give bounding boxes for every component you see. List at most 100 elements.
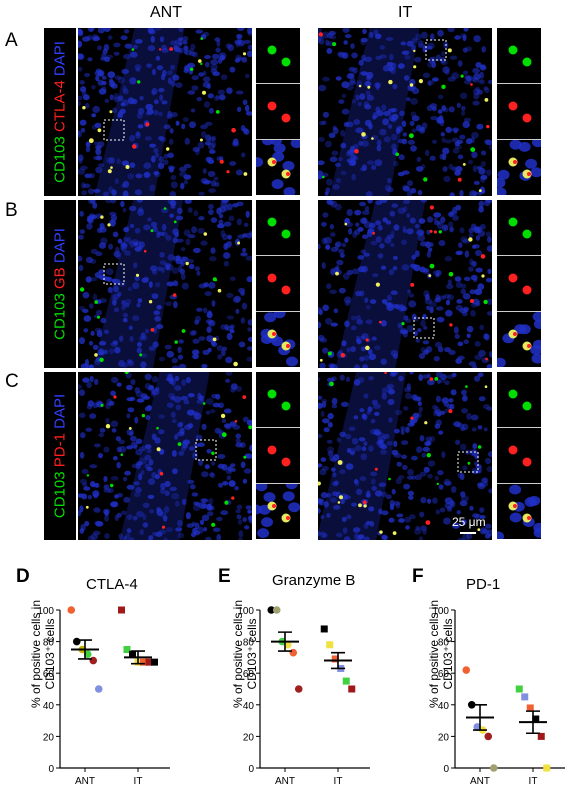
data-point-ant bbox=[83, 650, 92, 659]
x-tick-label-ant: ANT bbox=[275, 776, 295, 787]
marker-dapi: DAPI bbox=[51, 228, 69, 264]
zoom-region-box bbox=[195, 439, 217, 461]
chart-title-granzyme-b: Granzyme B bbox=[272, 572, 356, 589]
micrograph-ant-b bbox=[78, 200, 252, 368]
zoom-separator bbox=[497, 311, 541, 312]
data-point-it bbox=[129, 650, 136, 658]
zoom-panel-it-a bbox=[497, 28, 541, 195]
zoom-region-box bbox=[413, 317, 435, 339]
zoom-separator bbox=[256, 139, 300, 140]
data-point-ant bbox=[289, 648, 298, 657]
sem-bar-it bbox=[331, 651, 345, 670]
data-point-it bbox=[526, 704, 534, 712]
x-tick-label-ant: ANT bbox=[470, 776, 490, 787]
data-point-it bbox=[537, 732, 545, 740]
marker-gb: GB bbox=[51, 267, 69, 289]
data-point-it bbox=[140, 658, 147, 666]
column-header-it: IT bbox=[398, 4, 413, 21]
data-point-ant bbox=[72, 637, 81, 646]
zoom-separator bbox=[256, 255, 300, 256]
scale-bar bbox=[460, 532, 476, 534]
marker-dapi: DAPI bbox=[51, 393, 69, 429]
chart-e: 0 20 40 60 80 100 ANT IT bbox=[237, 606, 370, 787]
data-point-it bbox=[515, 685, 523, 693]
y-tick-label: 60 bbox=[438, 669, 450, 680]
zoom-cd103-channel bbox=[497, 372, 541, 427]
data-point-it bbox=[532, 715, 540, 723]
zoom-panel-ant-c bbox=[256, 372, 300, 539]
panel-letter-b: B bbox=[5, 200, 18, 221]
zoom-separator bbox=[256, 483, 300, 484]
zoom-region-box bbox=[103, 119, 125, 141]
marker-label-c: CD103 PD-1 DAPI bbox=[44, 372, 76, 540]
data-point-ant bbox=[484, 732, 493, 741]
column-header-ant: ANT bbox=[150, 4, 182, 21]
y-tick-label: 100 bbox=[37, 606, 54, 617]
data-point-it bbox=[320, 625, 328, 633]
zoom-separator bbox=[256, 83, 300, 84]
y-tick-label: 80 bbox=[43, 638, 55, 649]
y-tick-label: 60 bbox=[43, 669, 55, 680]
panel-letter-a: A bbox=[5, 30, 18, 51]
zoom-merge-channel bbox=[256, 140, 300, 195]
micrograph-it-c bbox=[318, 372, 492, 540]
zoom-merge-channel bbox=[497, 484, 541, 539]
zoom-separator bbox=[256, 427, 300, 428]
chart-f: 0 20 40 60 80 100 ANT IT bbox=[432, 606, 565, 787]
y-tick-label: 20 bbox=[438, 732, 450, 743]
y-tick-label: 40 bbox=[43, 701, 55, 712]
axis-line bbox=[59, 610, 170, 769]
zoom-marker-channel bbox=[497, 428, 541, 483]
data-point-ant bbox=[267, 606, 276, 614]
zoom-marker-channel bbox=[256, 84, 300, 139]
zoom-merge-channel bbox=[256, 484, 300, 539]
y-tick-label: 100 bbox=[237, 606, 254, 617]
chart-d: 0 20 40 60 80 100 ANT IT bbox=[37, 606, 170, 787]
micrograph-it-b bbox=[318, 200, 492, 368]
y-tick-label: 20 bbox=[243, 732, 255, 743]
zoom-merge-channel bbox=[497, 140, 541, 195]
chart-title-ctla4: CTLA-4 bbox=[86, 576, 138, 593]
y-tick-label: 60 bbox=[243, 669, 255, 680]
y-tick-label: 100 bbox=[432, 606, 449, 617]
zoom-separator bbox=[497, 139, 541, 140]
x-tick-label-it: IT bbox=[134, 776, 143, 787]
data-point-it bbox=[118, 606, 125, 614]
marker-label-b: CD103 GB DAPI bbox=[44, 200, 76, 368]
sem-bar-it bbox=[526, 710, 540, 735]
zoom-cd103-channel bbox=[256, 200, 300, 255]
zoom-panel-ant-b bbox=[256, 200, 300, 367]
x-tick-label-ant: ANT bbox=[75, 776, 95, 787]
data-point-ant bbox=[489, 764, 498, 772]
sem-bar-ant bbox=[473, 704, 487, 731]
marker-cd103: CD103 bbox=[51, 293, 69, 340]
zoom-region-box bbox=[103, 263, 125, 285]
zoom-merge-channel bbox=[256, 312, 300, 367]
y-tick-label: 80 bbox=[438, 638, 450, 649]
micrograph-ant-a bbox=[78, 28, 252, 196]
zoom-separator bbox=[497, 483, 541, 484]
marker-ctla4: CTLA-4 bbox=[51, 80, 69, 132]
data-point-ant bbox=[462, 666, 471, 674]
zoom-marker-channel bbox=[497, 256, 541, 311]
zoom-marker-channel bbox=[256, 256, 300, 311]
zoom-marker-channel bbox=[256, 428, 300, 483]
data-point-ant bbox=[467, 701, 476, 709]
zoom-merge-channel bbox=[497, 312, 541, 367]
data-point-it bbox=[151, 658, 158, 666]
micrograph-ant-c bbox=[78, 372, 252, 540]
data-point-ant bbox=[272, 606, 281, 614]
zoom-marker-channel bbox=[497, 84, 541, 139]
zoom-panel-it-c bbox=[497, 372, 541, 539]
y-tick-label: 0 bbox=[248, 764, 254, 775]
zoom-region-box bbox=[457, 451, 479, 473]
data-point-ant bbox=[67, 606, 76, 614]
zoom-separator bbox=[497, 427, 541, 428]
scale-bar-label: 25 μm bbox=[452, 515, 486, 529]
data-point-ant bbox=[94, 685, 103, 693]
marker-label-a: CD103 CTLA-4 DAPI bbox=[44, 28, 76, 196]
y-tick-label: 0 bbox=[48, 764, 54, 775]
data-point-ant bbox=[294, 685, 303, 693]
data-point-it bbox=[348, 685, 356, 693]
marker-cd103: CD103 bbox=[51, 136, 69, 183]
